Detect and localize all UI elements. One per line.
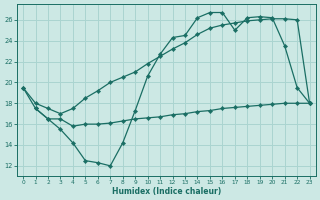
X-axis label: Humidex (Indice chaleur): Humidex (Indice chaleur): [112, 187, 221, 196]
